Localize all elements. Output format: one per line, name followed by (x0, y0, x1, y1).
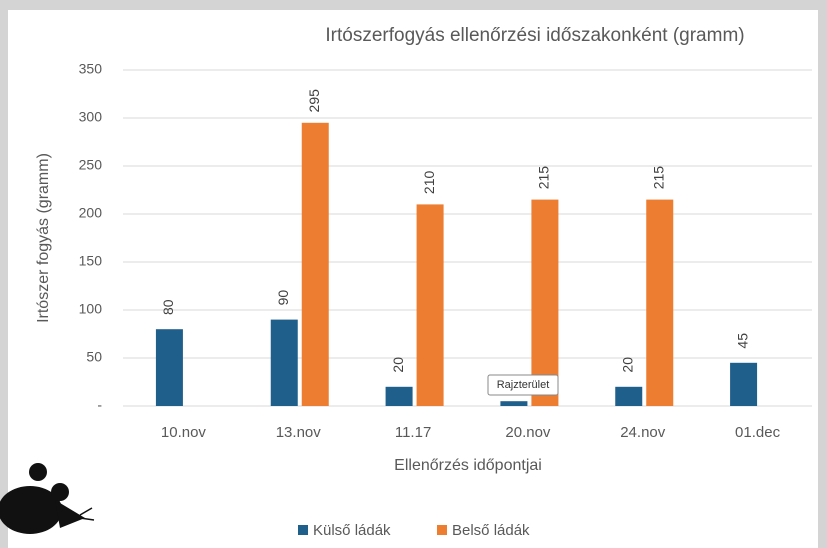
value-label: 215 (650, 166, 666, 190)
y-tick-label: - (97, 397, 102, 413)
x-tick-label: 11.17 (395, 424, 431, 441)
tooltip-box (487, 374, 559, 396)
x-tick-label: 24.nov (620, 424, 666, 441)
y-tick-label: 350 (79, 61, 103, 77)
tooltip: Rajzterület (497, 379, 550, 391)
x-tick-label: 20.nov (505, 424, 551, 441)
value-label: 20 (390, 357, 406, 373)
bar (301, 122, 329, 407)
x-tick-label: 01.dec (735, 424, 781, 441)
bar (416, 204, 444, 406)
legend-swatch (437, 525, 447, 535)
bar (531, 199, 559, 406)
legend-label: Belső ládák (452, 522, 530, 539)
mouse-icon (0, 463, 95, 534)
y-tick-label: 150 (79, 253, 103, 269)
y-tick-label: 200 (79, 205, 103, 221)
x-tick-label: 13.nov (276, 424, 322, 441)
bar (730, 362, 758, 406)
bar (155, 329, 183, 406)
bar (615, 386, 643, 406)
y-tick-label: 300 (79, 109, 103, 125)
value-label: 45 (734, 333, 750, 349)
chart-title: Irtószerfogyás ellenőrzési időszakonként… (325, 25, 744, 46)
value-label: 210 (421, 171, 437, 195)
chart-area (8, 10, 818, 548)
y-axis-label: Irtószer fogyás (gramm) (35, 153, 52, 323)
bar (270, 319, 298, 406)
value-label: 215 (536, 166, 552, 190)
y-tick-label: 50 (86, 349, 102, 365)
legend-swatch (298, 525, 308, 535)
value-label: 295 (306, 89, 322, 113)
value-label: 20 (619, 357, 635, 373)
bar (500, 401, 528, 406)
y-tick-label: 250 (79, 157, 103, 173)
x-tick-label: 10.nov (161, 424, 207, 441)
bar (646, 199, 674, 406)
legend-label: Külső ládák (313, 522, 391, 539)
value-label: 90 (275, 290, 291, 306)
bar (385, 386, 413, 406)
x-axis-label: Ellenőrzés időpontjai (394, 457, 542, 474)
value-label: 80 (160, 299, 176, 315)
plot: - 50 100 150 200 250 300 350 10.nov 80 13.nov 90 295… (79, 61, 812, 539)
y-tick-label: 100 (79, 301, 103, 317)
